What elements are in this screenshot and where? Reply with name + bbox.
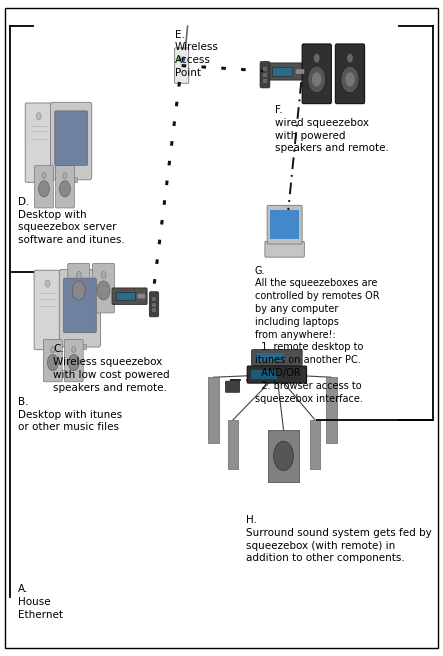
Bar (265, 79, 267, 83)
Circle shape (47, 354, 58, 371)
Text: G.
All the squeezeboxes are
controlled by remotes OR
by any computer
including l: G. All the squeezeboxes are controlled b… (255, 266, 379, 403)
Text: B.
Desktop with itunes
or other music files: B. Desktop with itunes or other music fi… (18, 397, 122, 432)
Circle shape (341, 66, 359, 92)
FancyBboxPatch shape (64, 340, 83, 382)
Bar (208, 377, 219, 443)
Circle shape (101, 272, 106, 279)
FancyBboxPatch shape (252, 350, 302, 365)
FancyBboxPatch shape (260, 62, 270, 88)
FancyBboxPatch shape (149, 292, 159, 317)
Bar (66, 177, 77, 182)
Circle shape (308, 66, 326, 92)
Bar (263, 73, 264, 77)
Circle shape (39, 180, 50, 197)
Circle shape (182, 56, 185, 62)
Circle shape (72, 281, 85, 300)
Bar (265, 67, 267, 72)
Bar (263, 67, 264, 72)
Bar (310, 420, 320, 469)
Circle shape (347, 53, 353, 63)
FancyBboxPatch shape (112, 288, 147, 304)
FancyBboxPatch shape (302, 44, 331, 104)
FancyBboxPatch shape (25, 103, 52, 182)
Circle shape (345, 72, 355, 87)
Text: H.
Surround sound system gets fed by
squeezebox (with remote) in
addition to oth: H. Surround sound system gets fed by squ… (246, 515, 431, 564)
Bar (74, 344, 85, 350)
Bar (272, 67, 292, 76)
FancyBboxPatch shape (335, 44, 365, 104)
Bar (263, 79, 264, 83)
FancyBboxPatch shape (265, 241, 304, 257)
Circle shape (301, 69, 304, 74)
Text: A.
House
Ethernet: A. House Ethernet (18, 584, 63, 620)
FancyBboxPatch shape (267, 63, 307, 80)
Text: D.
Desktop with
squeezebox server
software and itunes.: D. Desktop with squeezebox server softwa… (18, 197, 124, 245)
FancyBboxPatch shape (225, 381, 240, 392)
Circle shape (274, 441, 293, 470)
Bar (152, 308, 154, 312)
FancyBboxPatch shape (35, 165, 53, 208)
FancyBboxPatch shape (68, 263, 89, 313)
Circle shape (142, 294, 145, 299)
Circle shape (314, 53, 320, 63)
Circle shape (36, 113, 41, 120)
FancyBboxPatch shape (34, 270, 61, 350)
FancyBboxPatch shape (247, 366, 307, 383)
Bar (228, 420, 238, 469)
Bar (116, 292, 135, 300)
Circle shape (137, 294, 141, 299)
FancyBboxPatch shape (175, 48, 189, 83)
FancyBboxPatch shape (43, 340, 62, 382)
Bar (268, 430, 299, 482)
Bar (152, 302, 154, 306)
Bar (265, 73, 267, 77)
Bar (152, 297, 154, 301)
Circle shape (295, 69, 299, 74)
Circle shape (51, 346, 55, 352)
Bar (326, 377, 337, 443)
Circle shape (97, 281, 110, 300)
Circle shape (76, 272, 81, 279)
Circle shape (312, 72, 322, 87)
Bar (270, 210, 299, 239)
Bar (154, 302, 156, 306)
Circle shape (72, 346, 76, 352)
Circle shape (68, 354, 79, 371)
Circle shape (45, 280, 50, 287)
Circle shape (42, 173, 46, 178)
Text: F.
wired squeezebox
with powered
speakers and remote.: F. wired squeezebox with powered speaker… (275, 105, 389, 154)
Text: E.
Wireless
Access
Point: E. Wireless Access Point (175, 30, 219, 78)
FancyBboxPatch shape (51, 102, 92, 180)
Bar (251, 370, 277, 379)
Text: C.
Wireless squeezebox
with low cost powered
speakers and remote.: C. Wireless squeezebox with low cost pow… (53, 344, 170, 393)
FancyBboxPatch shape (64, 278, 96, 333)
FancyBboxPatch shape (55, 165, 74, 208)
FancyBboxPatch shape (55, 111, 87, 165)
Circle shape (59, 180, 70, 197)
FancyBboxPatch shape (93, 263, 114, 313)
Circle shape (63, 173, 67, 178)
Bar (154, 297, 156, 301)
FancyBboxPatch shape (59, 270, 101, 347)
Bar (154, 308, 156, 312)
Circle shape (140, 294, 143, 299)
FancyBboxPatch shape (267, 205, 302, 244)
Bar (256, 353, 283, 362)
Circle shape (298, 69, 302, 74)
Circle shape (178, 56, 182, 62)
